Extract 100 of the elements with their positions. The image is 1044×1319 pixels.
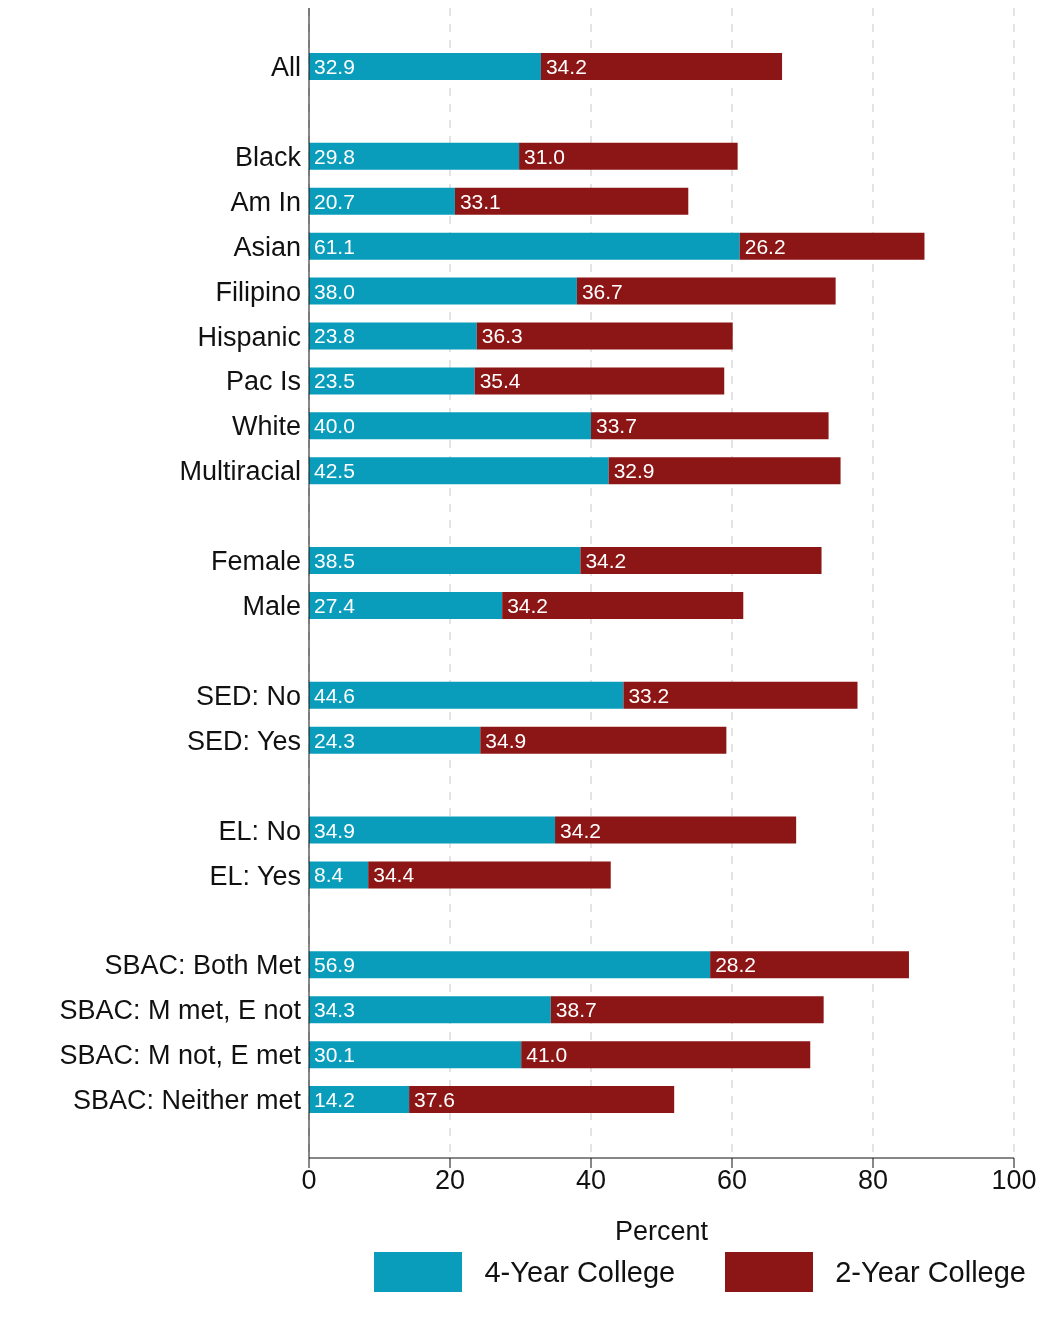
bar bbox=[309, 187, 455, 215]
x-tick-label: 0 bbox=[301, 1165, 317, 1196]
data-label: 24.3 bbox=[314, 728, 355, 752]
data-label: 20.7 bbox=[314, 189, 355, 213]
data-label: 33.1 bbox=[459, 189, 501, 213]
data-label: 36.3 bbox=[481, 324, 523, 348]
y-tick-label: Filipino bbox=[215, 276, 301, 307]
y-tick-label: Female bbox=[210, 546, 301, 577]
data-label: 36.7 bbox=[581, 279, 623, 303]
bar bbox=[739, 232, 925, 260]
data-label: 41.0 bbox=[526, 1043, 568, 1067]
bar bbox=[580, 547, 822, 575]
data-label: 31.0 bbox=[524, 144, 565, 168]
data-label: 34.4 bbox=[373, 863, 415, 887]
bar bbox=[309, 277, 577, 305]
y-tick-label: SBAC: Both Met bbox=[104, 950, 302, 981]
y-tick-label: Asian bbox=[233, 231, 301, 262]
bar bbox=[502, 592, 744, 619]
data-label: 35.4 bbox=[479, 369, 521, 393]
bar bbox=[309, 951, 711, 979]
bar bbox=[309, 681, 624, 709]
y-tick-label: SBAC: Neither met bbox=[72, 1085, 302, 1116]
y-tick-label: Hispanic bbox=[197, 321, 301, 352]
legend-label: 2-Year College bbox=[835, 1255, 1026, 1289]
x-axis-title: Percent bbox=[614, 1216, 709, 1246]
data-label: 14.2 bbox=[314, 1088, 355, 1112]
data-label: 56.9 bbox=[314, 953, 355, 977]
y-tick-label: SED: No bbox=[195, 680, 301, 711]
bar bbox=[309, 1086, 410, 1114]
bar bbox=[608, 457, 841, 485]
data-label: 42.5 bbox=[314, 459, 355, 483]
bar bbox=[454, 187, 689, 215]
bar bbox=[309, 232, 740, 260]
bar bbox=[309, 816, 556, 844]
data-label: 37.6 bbox=[414, 1088, 455, 1112]
y-tick-label: Male bbox=[242, 591, 301, 622]
bar bbox=[309, 547, 581, 575]
data-label: 34.9 bbox=[485, 728, 527, 752]
data-label: 23.5 bbox=[314, 369, 355, 393]
data-label: 8.4 bbox=[314, 863, 344, 887]
data-label: 34.2 bbox=[507, 593, 549, 617]
data-label: 27.4 bbox=[314, 593, 356, 617]
bar bbox=[474, 367, 725, 395]
x-tick-label: 80 bbox=[857, 1165, 889, 1196]
y-tick-label: Black bbox=[234, 141, 302, 172]
y-tick-label: EL: No bbox=[218, 815, 301, 846]
bar bbox=[540, 53, 783, 80]
y-tick-label: SED: Yes bbox=[186, 725, 301, 756]
y-tick-label: Am In bbox=[230, 186, 301, 217]
data-label: 30.1 bbox=[314, 1043, 355, 1067]
data-label: 32.9 bbox=[613, 459, 655, 483]
bar bbox=[309, 322, 477, 350]
data-label: 40.0 bbox=[314, 414, 355, 438]
data-label: 26.2 bbox=[744, 234, 786, 258]
x-tick-label: 40 bbox=[575, 1165, 607, 1196]
bar bbox=[550, 996, 824, 1024]
bar bbox=[409, 1086, 675, 1114]
bar bbox=[309, 412, 591, 440]
data-label: 28.2 bbox=[715, 953, 757, 977]
y-tick-label: SBAC: M met, E not bbox=[59, 995, 302, 1026]
data-label: 34.2 bbox=[585, 549, 627, 573]
bar bbox=[309, 367, 475, 395]
data-label: 34.9 bbox=[314, 818, 355, 842]
y-tick-label: SBAC: M not, E met bbox=[59, 1040, 302, 1071]
data-label: 34.2 bbox=[560, 818, 601, 842]
bar bbox=[309, 726, 481, 754]
data-label: 34.2 bbox=[545, 54, 587, 78]
data-label: 38.7 bbox=[555, 998, 597, 1022]
bar bbox=[555, 816, 797, 844]
data-label: 23.8 bbox=[314, 324, 355, 348]
bar bbox=[309, 592, 503, 619]
data-label: 38.5 bbox=[314, 549, 355, 573]
bar bbox=[309, 996, 551, 1024]
bar bbox=[519, 142, 738, 170]
bar bbox=[591, 412, 829, 440]
bar bbox=[309, 142, 520, 170]
y-tick-label: EL: Yes bbox=[209, 860, 301, 891]
bar bbox=[476, 322, 733, 350]
x-tick-label: 20 bbox=[434, 1165, 466, 1196]
bar bbox=[368, 861, 611, 889]
y-tick-label: All bbox=[270, 52, 301, 83]
x-tick-label: 100 bbox=[991, 1165, 1037, 1196]
y-tick-label: Pac Is bbox=[225, 366, 301, 397]
data-label: 61.1 bbox=[314, 234, 355, 258]
bar bbox=[309, 457, 609, 485]
bar bbox=[623, 681, 858, 709]
data-label: 38.0 bbox=[314, 279, 355, 303]
x-tick-label: 60 bbox=[716, 1165, 748, 1196]
legend-label: 4-Year College bbox=[484, 1255, 676, 1289]
bar bbox=[710, 951, 909, 979]
data-label: 33.7 bbox=[596, 414, 637, 438]
bar bbox=[309, 53, 541, 80]
bar bbox=[576, 277, 836, 305]
y-tick-label: Multiracial bbox=[179, 456, 301, 487]
bar bbox=[480, 726, 727, 754]
data-label: 29.8 bbox=[314, 144, 355, 168]
bar bbox=[309, 1041, 522, 1069]
data-label: 34.3 bbox=[314, 998, 355, 1022]
data-label: 32.9 bbox=[314, 54, 355, 78]
data-label: 33.2 bbox=[628, 683, 670, 707]
